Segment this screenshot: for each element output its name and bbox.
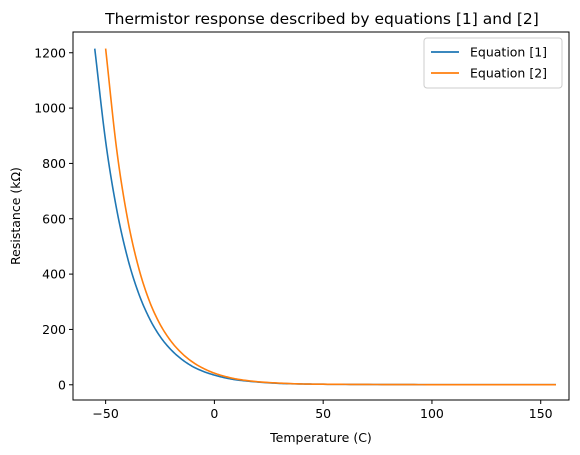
legend-label-1: Equation [1]: [470, 45, 547, 60]
series-line-2: [104, 48, 556, 386]
y-axis-label: Resistance (kΩ): [8, 167, 23, 265]
y-tick-label: 0: [58, 377, 66, 392]
y-tick-label: 400: [42, 267, 66, 282]
series-line-1: [93, 48, 556, 386]
x-axis-label: Temperature (C): [269, 430, 372, 445]
legend: Equation [1] Equation [2]: [423, 37, 563, 89]
x-tick-label: 100: [420, 406, 444, 421]
y-tick-label: 1200: [34, 45, 66, 60]
x-tick-label: 150: [529, 406, 553, 421]
x-tick-label: −50: [92, 406, 118, 421]
y-tick-label: 800: [42, 156, 66, 171]
series-lines: [93, 48, 556, 386]
legend-box: [423, 37, 563, 89]
y-tick-label: 600: [42, 211, 66, 226]
x-tick-label: 50: [315, 406, 331, 421]
legend-label-2: Equation [2]: [470, 66, 547, 81]
y-tick-label: 1000: [34, 101, 66, 116]
plot-area: −50 0 50 100 150 0 200 400 600 800 1000 1200: [34, 31, 570, 421]
x-tick-label: 0: [210, 406, 218, 421]
y-axis-ticks: 0 200 400 600 800 1000 1200: [34, 45, 73, 392]
y-tick-label: 200: [42, 322, 66, 337]
x-axis-ticks: −50 0 50 100 150: [92, 400, 553, 421]
chart-title: Thermistor response described by equatio…: [104, 10, 539, 28]
plot-frame: [72, 31, 570, 401]
